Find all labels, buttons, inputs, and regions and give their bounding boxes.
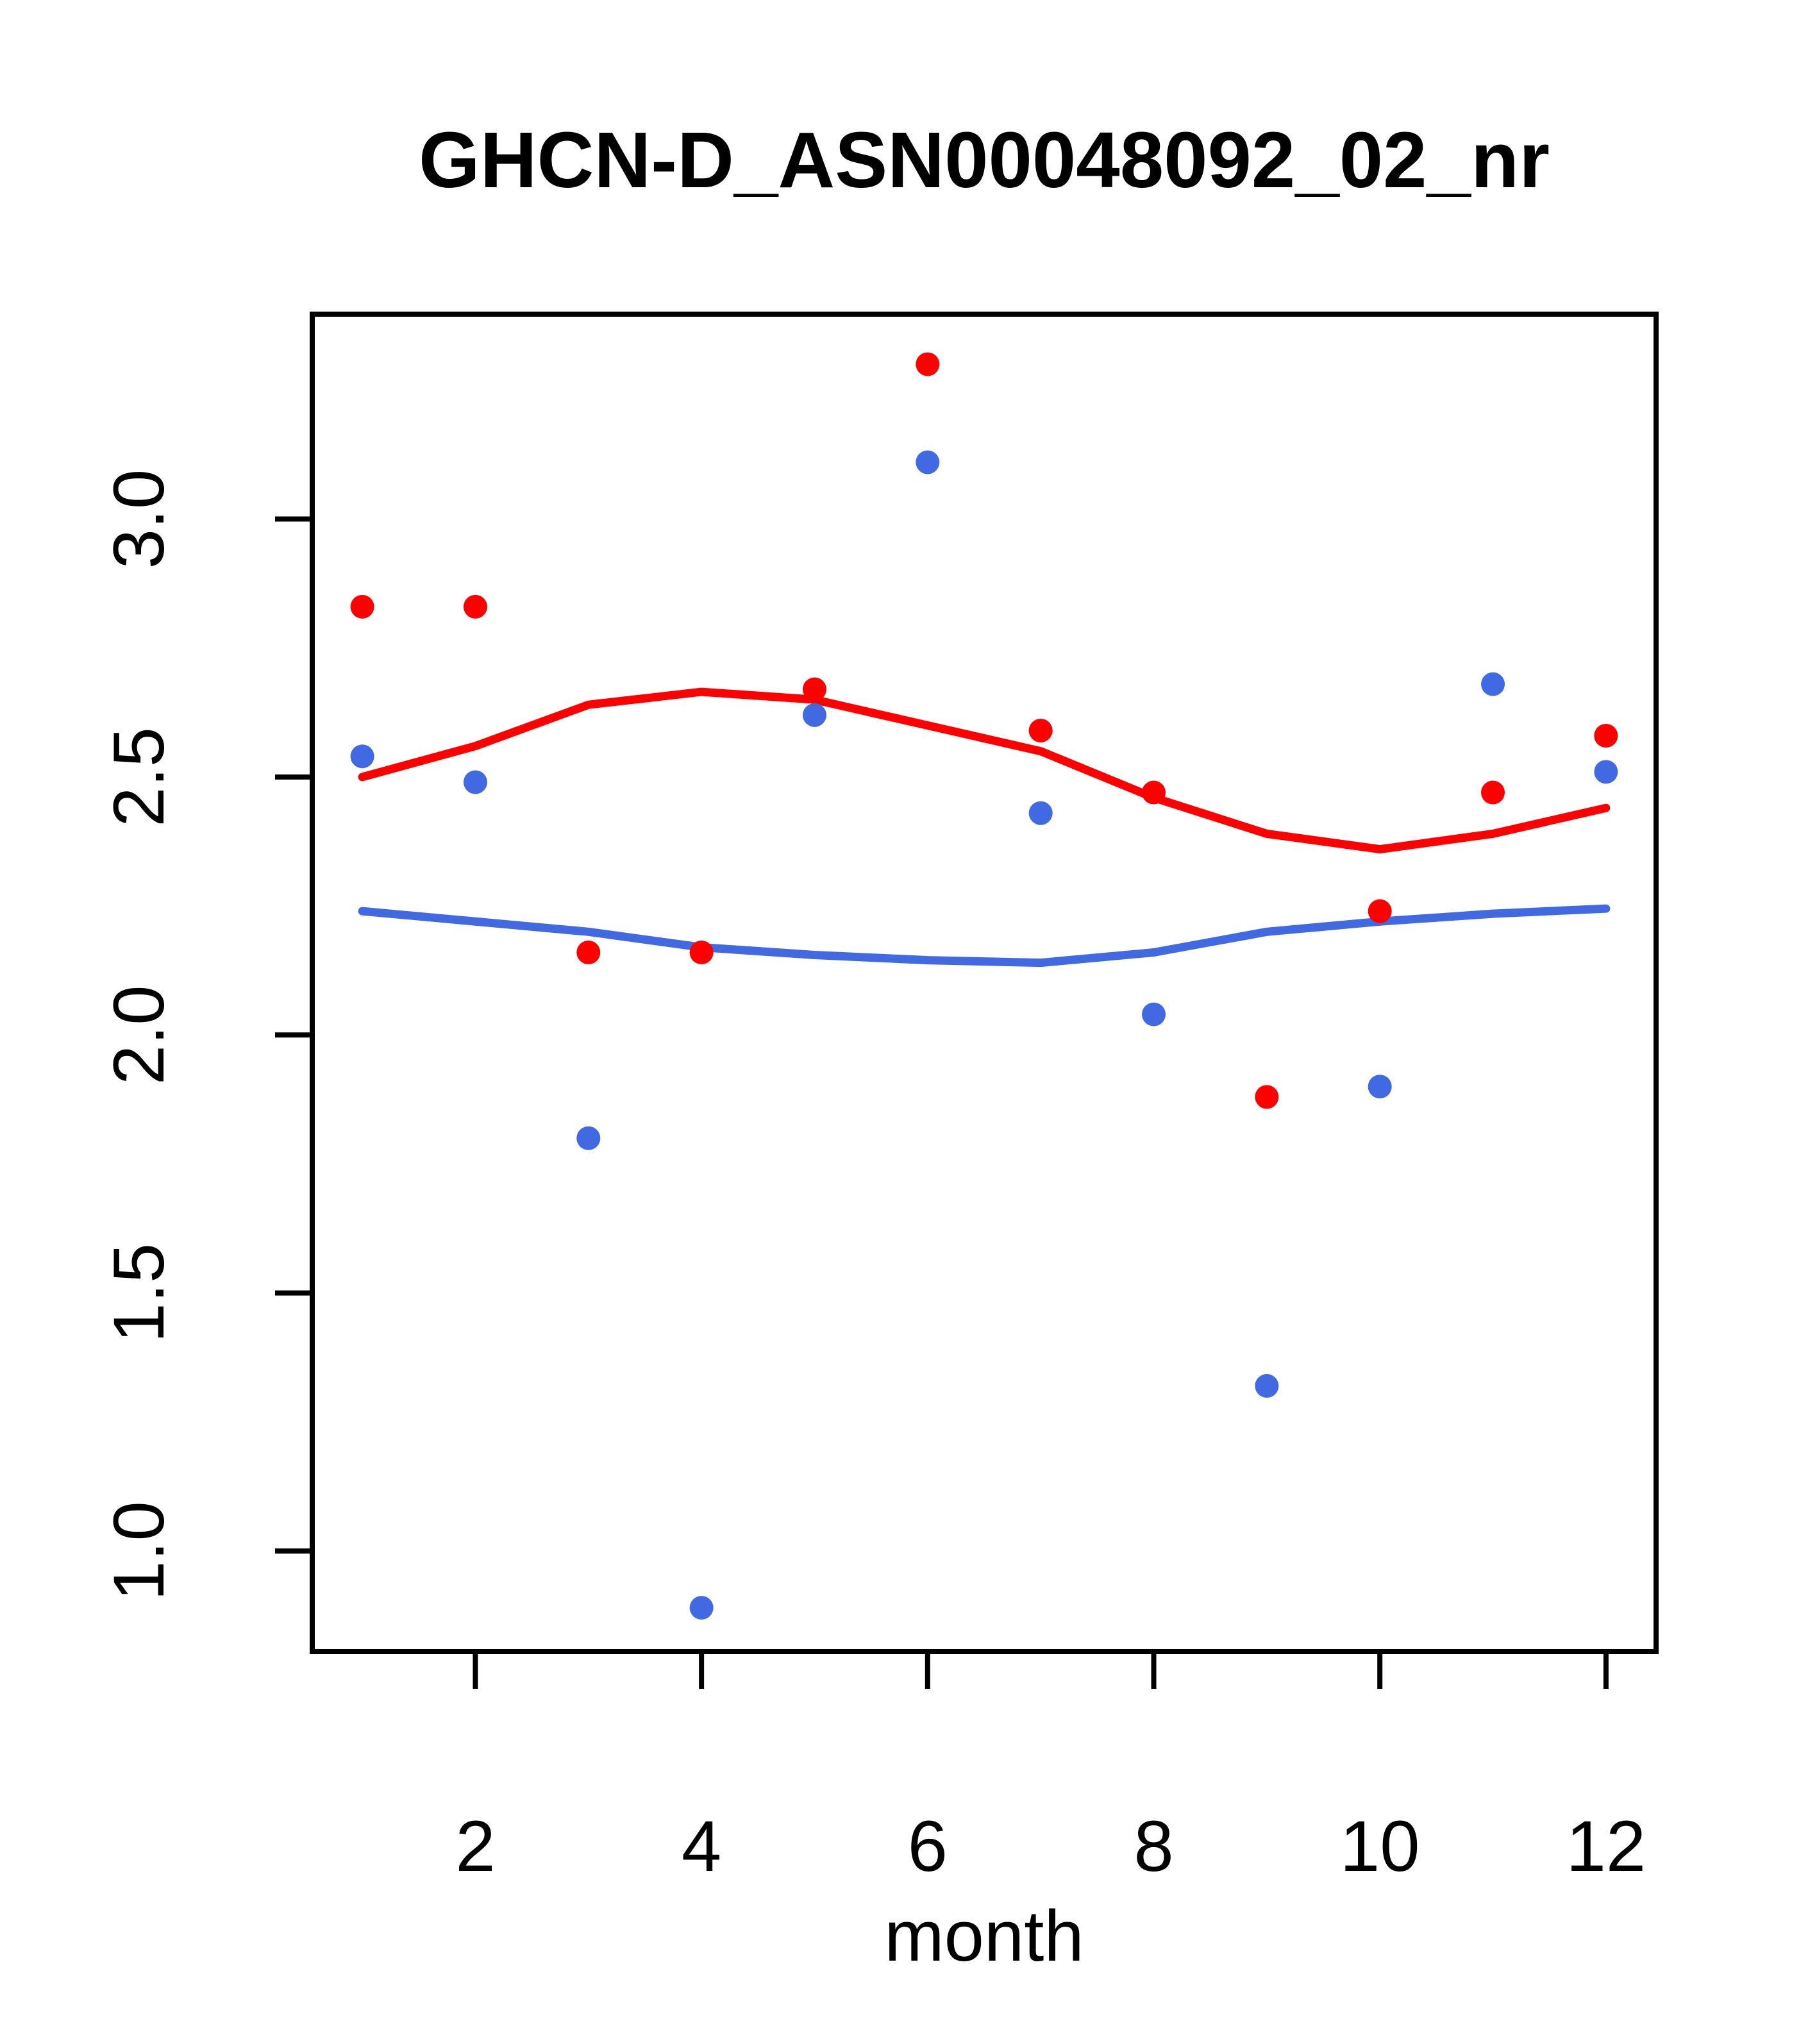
blue-points-m5: [802, 703, 826, 727]
y-tick-label-3.0: 3.0: [99, 469, 179, 569]
red-smooth-line: [358, 687, 1611, 854]
red-points-m6: [916, 352, 940, 376]
y-tick-label-2.0: 2.0: [99, 985, 179, 1085]
y-tick-label-1.5: 1.5: [99, 1243, 179, 1343]
red-points-m8: [1142, 780, 1166, 805]
red-points-m10: [1368, 899, 1392, 923]
blue-points-m10: [1368, 1075, 1392, 1099]
red-points-m1: [350, 594, 374, 619]
red-points-m7: [1028, 718, 1053, 742]
red-points-m2: [463, 594, 487, 619]
red-points-m9: [1255, 1085, 1279, 1109]
blue-points-m11: [1481, 672, 1505, 696]
blue-points-m4: [689, 1596, 714, 1620]
y-tick-label-1.0: 1.0: [99, 1501, 179, 1601]
blue-points-m9: [1255, 1374, 1279, 1398]
blue-points-m12: [1594, 760, 1618, 784]
chart-title: GHCN-D_ASN00048092_02_nr: [419, 117, 1550, 205]
red-points-m12: [1594, 724, 1618, 748]
x-tick-label-6: 6: [908, 1806, 948, 1886]
blue-points-m6: [916, 450, 940, 474]
plot-box: [310, 312, 1659, 1654]
x-tick-label-4: 4: [682, 1806, 721, 1886]
red-points-m5: [802, 677, 826, 701]
blue-points-m7: [1028, 801, 1053, 825]
blue-smooth-line: [358, 904, 1611, 968]
red-points-m11: [1481, 780, 1505, 805]
red-points-m4: [689, 941, 714, 965]
y-tick-label-2.5: 2.5: [99, 727, 179, 827]
plot-area: 2 4 6 8 10 12 1.0 1.5 2.0 2.5 3.0: [99, 312, 1659, 1886]
blue-points-m1: [350, 744, 374, 769]
x-axis-label: month: [884, 1896, 1084, 1976]
x-tick-label-12: 12: [1566, 1806, 1646, 1886]
blue-points-m8: [1142, 1002, 1166, 1026]
x-tick-label-2: 2: [455, 1806, 495, 1886]
x-tick-label-8: 8: [1134, 1806, 1173, 1886]
blue-points-m2: [463, 770, 487, 794]
red-points-m3: [576, 941, 601, 965]
blue-points-m3: [576, 1126, 601, 1150]
x-tick-label-10: 10: [1340, 1806, 1420, 1886]
